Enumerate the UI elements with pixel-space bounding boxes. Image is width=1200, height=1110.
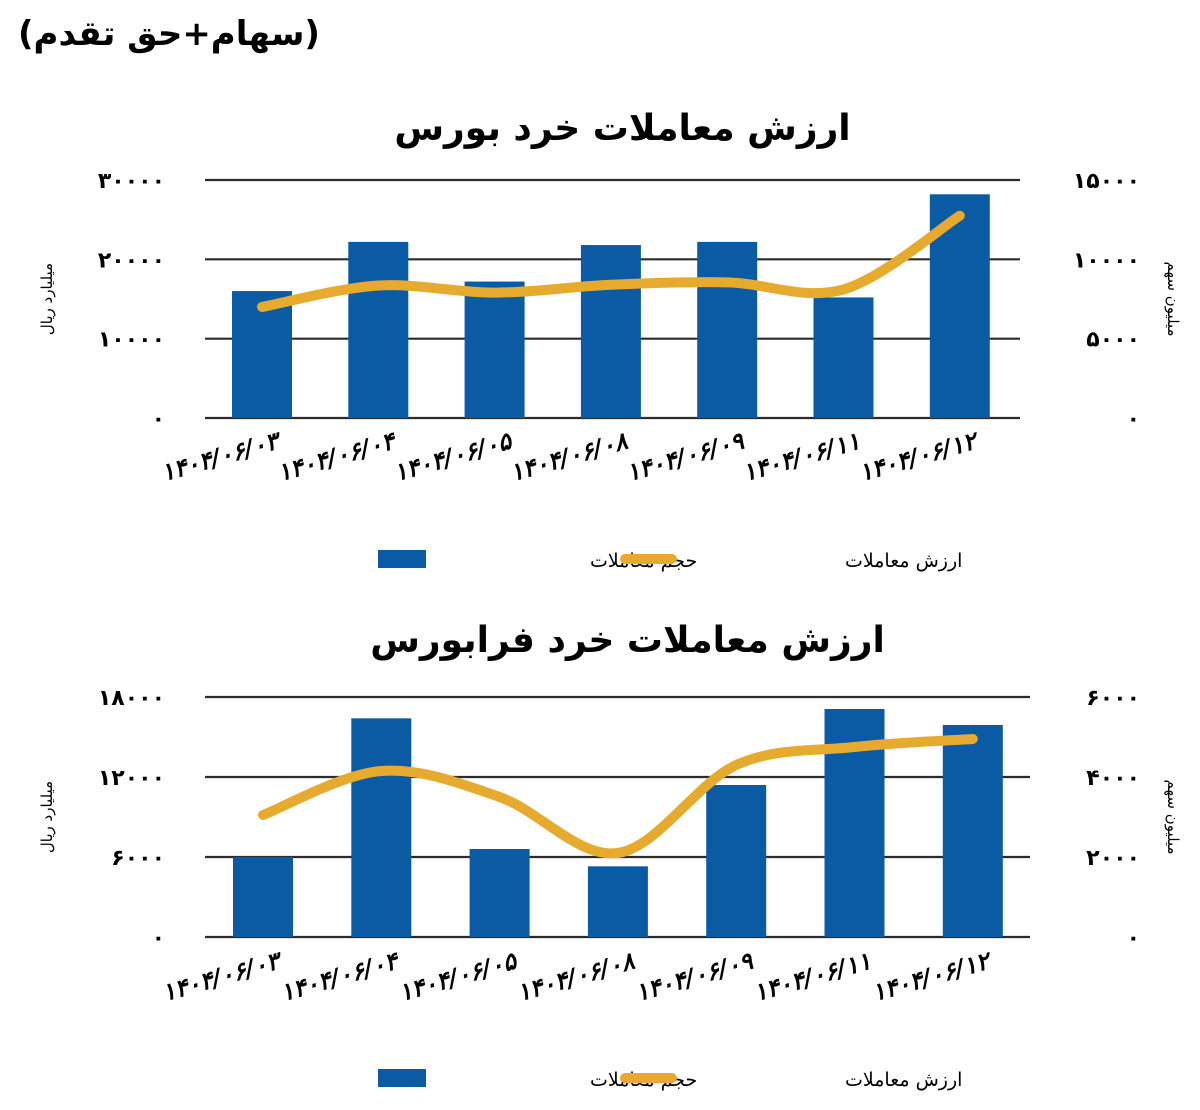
x-tick-label: ۱۴۰۴/۰۶/۰۸	[514, 947, 638, 1007]
x-tick-label: ۱۴۰۴/۰۶/۰۸	[507, 427, 631, 487]
x-tick-label: ۱۴۰۴/۰۶/۰۳	[158, 426, 286, 487]
bar-2	[348, 241, 409, 418]
y-left-tick-label: ۱۰۰۰۰	[98, 328, 165, 353]
bar-5	[706, 785, 767, 937]
bar-7	[942, 725, 1003, 937]
y-right-tick-label: ۲۰۰۰	[1086, 846, 1140, 871]
y-left-tick-label: ۱۸۰۰۰	[98, 686, 165, 711]
chart-title: ارزش معاملات خرد بورس	[394, 108, 850, 149]
y-left-tick-label: ۶۰۰۰	[111, 846, 165, 871]
y-left-tick-label: ۰	[152, 407, 165, 432]
x-tick-label: ۱۴۰۴/۰۶/۰۵	[391, 426, 517, 487]
y-right-tick-label: ۰	[1127, 407, 1140, 432]
x-tick-label: ۱۴۰۴/۰۶/۱۱	[739, 427, 863, 487]
y-left-tick-label: ۰	[152, 926, 165, 951]
y-right-tick-label: ۴۰۰۰	[1086, 766, 1140, 791]
bar-5	[697, 241, 758, 418]
bar-6	[813, 297, 874, 418]
y-right-tick-label: ۰	[1127, 926, 1140, 951]
bar-3	[464, 281, 525, 418]
legend-line-label: ارزش معاملات	[845, 1069, 962, 1091]
value-line	[257, 210, 965, 312]
legend-bar-swatch	[378, 1069, 426, 1087]
bar-4	[580, 245, 641, 418]
bar-4	[587, 866, 648, 937]
x-tick-label: ۱۴۰۴/۰۶/۱۲	[856, 426, 984, 487]
y-right-axis-label: میلیون سهم	[1164, 261, 1182, 336]
y-right-tick-label: ۱۰۰۰۰	[1073, 248, 1140, 273]
legend-bar-swatch	[378, 550, 426, 568]
y-left-axis-label: میلیارد ریال	[38, 263, 56, 335]
y-left-tick-label: ۳۰۰۰۰	[98, 169, 165, 194]
y-left-tick-label: ۲۰۰۰۰	[98, 248, 165, 273]
bar-1	[233, 857, 293, 937]
x-tick-label: ۱۴۰۴/۰۶/۰۹	[632, 947, 757, 1007]
bar-2	[351, 718, 412, 937]
x-tick-label: ۱۴۰۴/۰۶/۰۴	[274, 426, 400, 487]
y-left-tick-label: ۱۲۰۰۰	[98, 766, 165, 791]
x-tick-label: ۱۴۰۴/۰۶/۰۵	[396, 946, 522, 1007]
x-tick-label: ۱۴۰۴/۰۶/۰۳	[159, 946, 287, 1007]
y-right-tick-label: ۱۵۰۰۰	[1073, 169, 1140, 194]
chart-title: ارزش معاملات خرد فرابورس	[370, 620, 885, 661]
y-right-tick-label: ۵۰۰۰	[1086, 328, 1140, 353]
x-tick-label: ۱۴۰۴/۰۶/۰۴	[277, 946, 403, 1007]
x-tick-label: ۱۴۰۴/۰۶/۱۱	[750, 947, 874, 1007]
header-note: (سهام+حق تقدم)	[18, 14, 320, 54]
x-tick-label: ۱۴۰۴/۰۶/۰۹	[623, 427, 748, 487]
bar-3	[469, 849, 530, 937]
y-right-axis-label: میلیون سهم	[1164, 779, 1182, 854]
x-tick-label: ۱۴۰۴/۰۶/۱۲	[869, 946, 997, 1007]
y-right-tick-label: ۶۰۰۰	[1086, 686, 1140, 711]
bar-1	[232, 291, 292, 418]
legend-line-label: ارزش معاملات	[845, 550, 962, 572]
y-left-axis-label: میلیارد ریال	[38, 781, 56, 853]
